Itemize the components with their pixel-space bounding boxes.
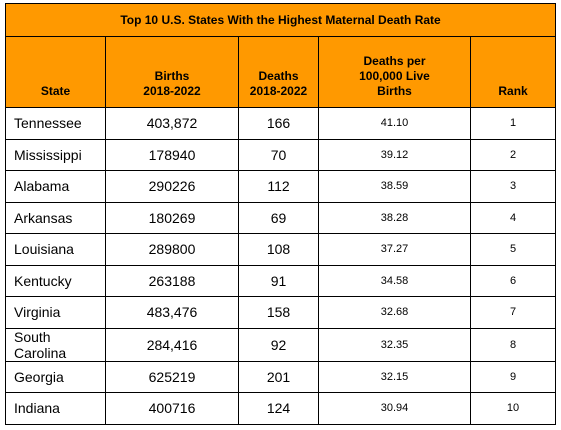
value-cell: 3 [469,170,557,203]
value-cell: 124 [238,392,319,425]
data-row: Kentucky 263188 91 34.58 6 [5,264,557,297]
data-row: Tennessee 403,872 166 41.10 1 [5,107,557,140]
table-title: Top 10 U.S. States With the Highest Mate… [4,3,557,37]
value-cell: 38.59 [318,170,471,203]
value-cell: 2 [469,138,557,171]
value-cell: 201 [238,360,319,393]
value-cell: 4 [469,201,557,234]
table-body: Top 10 U.S. States With the Highest Mate… [4,3,557,425]
column-header: Births 2018-2022 [105,36,239,108]
value-cell: 180269 [105,201,239,234]
data-row: Alabama 290226 112 38.59 3 [5,170,557,203]
value-cell: 158 [238,296,319,329]
value-cell: 91 [238,264,319,297]
state-cell: Georgia [5,360,106,393]
value-cell: 92 [238,327,319,362]
title-row: Top 10 U.S. States With the Highest Mate… [4,3,557,37]
value-cell: 1 [469,107,557,140]
value-cell: 5 [469,233,557,266]
state-cell: Indiana [5,392,106,425]
value-cell: 284,416 [105,327,239,362]
state-cell: Louisiana [5,233,106,266]
value-cell: 166 [238,107,319,140]
value-cell: 38.28 [318,201,471,234]
state-cell: Tennessee [5,107,106,140]
value-cell: 32.15 [318,360,471,393]
data-row: South Carolina 284,416 92 32.35 8 [5,327,557,362]
value-cell: 625219 [105,360,239,393]
value-cell: 32.68 [318,296,471,329]
value-cell: 289800 [105,233,239,266]
value-cell: 8 [469,327,557,362]
value-cell: 108 [238,233,319,266]
column-header: Deaths 2018-2022 [238,36,319,108]
value-cell: 483,476 [105,296,239,329]
value-cell: 34.58 [318,264,471,297]
value-cell: 32.35 [318,327,471,362]
value-cell: 69 [238,201,319,234]
value-cell: 10 [469,392,557,425]
data-row: Indiana 400716 124 30.94 10 [5,392,557,425]
data-row: Virginia 483,476 158 32.68 7 [5,296,557,329]
value-cell: 263188 [105,264,239,297]
state-cell: South Carolina [5,327,106,362]
data-table: Top 10 U.S. States With the Highest Mate… [4,3,557,425]
data-row: Mississippi 178940 70 39.12 2 [5,138,557,171]
value-cell: 403,872 [105,107,239,140]
data-row: Georgia 625219 201 32.15 9 [5,360,557,393]
value-cell: 41.10 [318,107,471,140]
value-cell: 9 [469,360,557,393]
state-cell: Alabama [5,170,106,203]
value-cell: 39.12 [318,138,471,171]
value-cell: 70 [238,138,319,171]
value-cell: 290226 [105,170,239,203]
state-cell: Arkansas [5,201,106,234]
value-cell: 178940 [105,138,239,171]
column-header: Rank [469,36,557,108]
column-header: Deaths per 100,000 Live Births [318,36,471,108]
value-cell: 7 [469,296,557,329]
value-cell: 112 [238,170,319,203]
value-cell: 30.94 [318,392,471,425]
value-cell: 400716 [105,392,239,425]
value-cell: 6 [469,264,557,297]
data-row: Arkansas 180269 69 38.28 4 [5,201,557,234]
column-header: State [5,36,106,108]
state-cell: Kentucky [5,264,106,297]
state-cell: Virginia [5,296,106,329]
value-cell: 37.27 [318,233,471,266]
table-container: Top 10 U.S. States With the Highest Mate… [4,3,557,425]
data-row: Louisiana 289800 108 37.27 5 [5,233,557,266]
state-cell: Mississippi [5,138,106,171]
header-row: State Births 2018-2022 Deaths 2018-2022 Dea… [5,36,557,108]
